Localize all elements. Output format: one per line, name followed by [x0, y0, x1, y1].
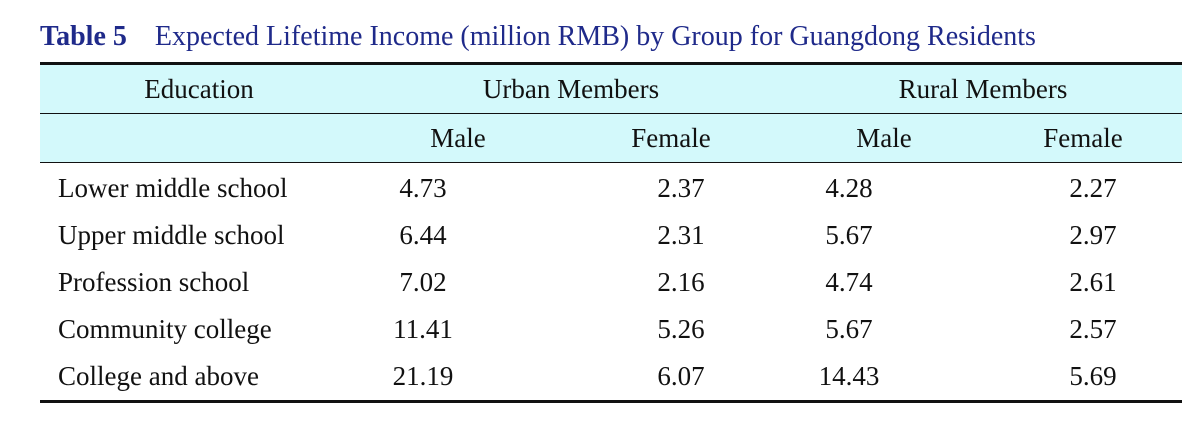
rural-male-cell: 5.67 [825, 220, 873, 250]
urban-male-cell: 7.02 [399, 267, 447, 297]
table-row: Lower middle school 4.73 2.37 4.28 2.27 [40, 163, 1182, 213]
rural-male-cell: 14.43 [784, 353, 985, 403]
rural-female-cell: 2.27 [1069, 173, 1117, 203]
table-row: Community college 11.41 5.26 5.67 2.57 [40, 306, 1182, 353]
income-table: Education Urban Members Rural Members Ma… [40, 62, 1183, 403]
urban-male-cell: 4.73 [399, 173, 447, 203]
header-row-gender: Male Female Male Female [40, 113, 1183, 163]
urban-female-cell: 2.31 [657, 220, 705, 250]
education-cell: Community college [58, 314, 272, 344]
education-cell: College and above [40, 353, 358, 403]
table-title: Expected Lifetime Income (million RMB) b… [154, 21, 1036, 52]
education-cell: Upper middle school [58, 220, 285, 250]
header-rural-female: Female [984, 113, 1183, 163]
header-urban-male: Male [358, 113, 558, 163]
urban-male-cell: 11.41 [393, 314, 453, 344]
education-cell: Lower middle school [58, 173, 288, 203]
header-empty-cell [40, 113, 358, 163]
urban-female-cell: 2.37 [657, 173, 705, 203]
urban-female-cell: 6.07 [558, 353, 785, 403]
rural-male-cell: 4.74 [825, 267, 873, 297]
header-urban-members: Urban Members [358, 62, 785, 114]
rural-female-cell: 5.69 [984, 353, 1183, 403]
header-urban-female: Female [558, 113, 785, 163]
rural-female-cell: 2.97 [1069, 220, 1117, 250]
table-row: Upper middle school 6.44 2.31 5.67 2.97 [40, 212, 1182, 259]
table-row: Profession school 7.02 2.16 4.74 2.61 [40, 259, 1182, 306]
table-caption: Table 5 Expected Lifetime Income (million… [40, 19, 1036, 55]
rural-female-cell: 2.57 [1069, 314, 1117, 344]
header-rural-male: Male [784, 113, 985, 163]
rural-female-cell: 2.61 [1069, 267, 1117, 297]
header-rural-members: Rural Members [784, 62, 1183, 114]
urban-female-cell: 2.16 [657, 267, 705, 297]
table-number: Table 5 [40, 21, 127, 52]
urban-male-cell: 6.44 [399, 220, 447, 250]
urban-male-cell: 21.19 [358, 353, 558, 403]
header-education: Education [40, 62, 358, 114]
table-row: College and above 21.19 6.07 14.43 5.69 [40, 353, 1183, 403]
education-cell: Profession school [58, 267, 250, 297]
rural-male-cell: 5.67 [825, 314, 873, 344]
urban-female-cell: 5.26 [657, 314, 705, 344]
rural-male-cell: 4.28 [825, 173, 873, 203]
header-row-groups: Education Urban Members Rural Members [40, 62, 1183, 114]
